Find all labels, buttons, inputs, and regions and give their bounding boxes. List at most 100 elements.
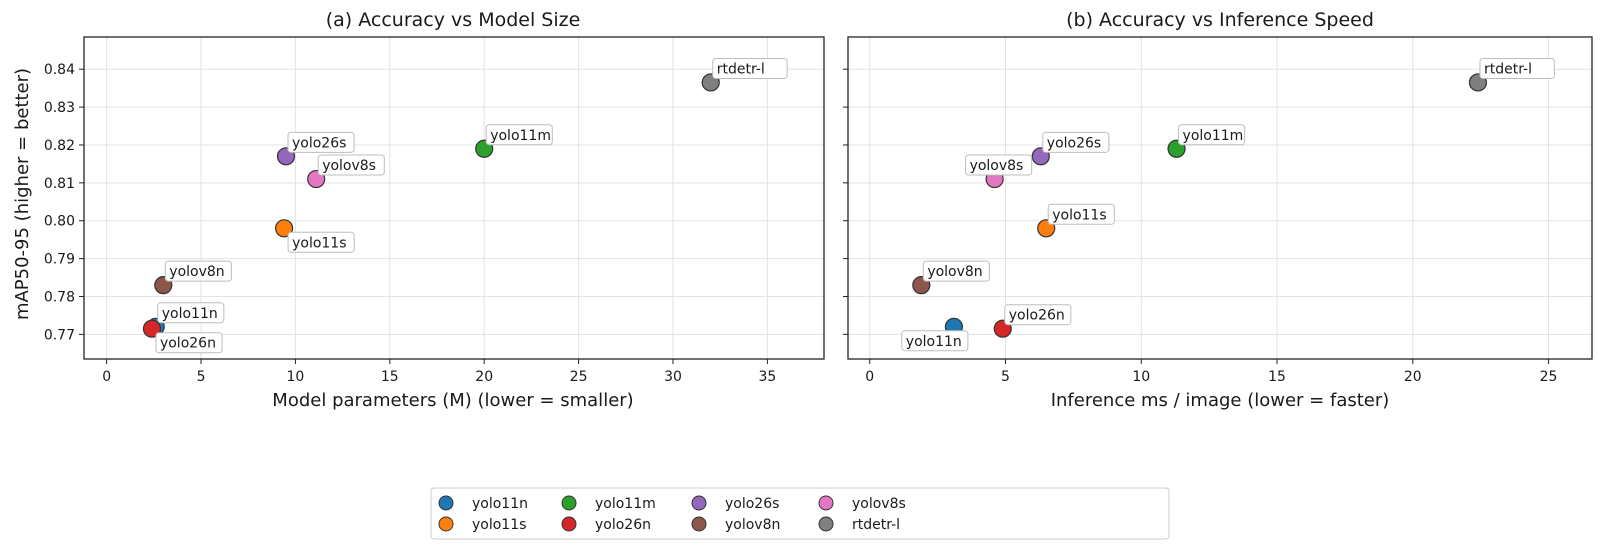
point-label-text: yolo11m bbox=[490, 128, 551, 144]
point-label-text: yolo11m bbox=[1183, 128, 1244, 144]
point-labels: yolo11n yolo11s yolo11m yolo26n yolo26s yolov… bbox=[901, 57, 1555, 352]
chart-title: (a) Accuracy vs Model Size bbox=[326, 9, 581, 31]
point-label-text: yolov8s bbox=[970, 158, 1024, 174]
legend: yolo11n yolo11s yolo11m yolo26n yolo26s yolov… bbox=[430, 487, 1170, 540]
x-tick-label: 0 bbox=[865, 369, 874, 385]
point-yolo26n bbox=[142, 319, 162, 338]
legend-label: yolo11s bbox=[472, 517, 526, 533]
point-label-box bbox=[164, 260, 232, 282]
point-label-yolo11s: yolo11s bbox=[287, 231, 355, 253]
y-tick-label: 0.84 bbox=[44, 62, 75, 78]
point-label-text: yolov8n bbox=[927, 264, 982, 280]
y-tick-label: 0.82 bbox=[44, 138, 75, 154]
chart-title: (b) Accuracy vs Inference Speed bbox=[1066, 9, 1374, 31]
x-tick-label: 20 bbox=[475, 369, 493, 385]
x-tick-label: 0 bbox=[102, 369, 111, 385]
point-label-box bbox=[901, 330, 969, 352]
point-label-yolov8n: yolov8n bbox=[164, 260, 232, 282]
data-points bbox=[912, 73, 1488, 338]
point-label-text: yolov8s bbox=[322, 158, 376, 174]
x-tick-label: 30 bbox=[664, 369, 682, 385]
point-label-box bbox=[1479, 57, 1555, 79]
panel-accuracy-vs-inference-speed: (b) Accuracy vs Inference Speed Inferenc… bbox=[843, 9, 1593, 411]
legend-entry-yolo26s: yolo26s bbox=[691, 495, 779, 512]
point-label-box bbox=[1178, 124, 1246, 146]
point-label-box bbox=[712, 57, 788, 79]
point-label-text: yolo11s bbox=[1052, 207, 1106, 223]
legend-entry-yolo26n: yolo26n bbox=[561, 516, 651, 533]
legend-label: yolo26n bbox=[595, 517, 651, 533]
legend-label: yolov8n bbox=[725, 517, 780, 533]
legend-marker bbox=[561, 495, 577, 511]
point-label-text: yolo26n bbox=[160, 336, 216, 352]
point-label-text: yolo11s bbox=[292, 235, 346, 251]
x-tick-label: 5 bbox=[1001, 369, 1010, 385]
y-tick-label: 0.77 bbox=[44, 327, 75, 343]
y-tick-label: 0.83 bbox=[44, 100, 75, 116]
point-label-text: yolo11n bbox=[162, 306, 218, 322]
point-label-yolov8s: yolov8s bbox=[965, 154, 1033, 176]
legend-marker bbox=[691, 516, 707, 532]
x-tick-label: 10 bbox=[287, 369, 305, 385]
point-label-text: yolo26s bbox=[1047, 135, 1101, 151]
point-label-yolov8s: yolov8s bbox=[317, 154, 385, 176]
point-label-yolo26n: yolo26n bbox=[155, 332, 223, 354]
point-label-yolo11s: yolo11s bbox=[1047, 203, 1115, 225]
point-label-yolo26s: yolo26s bbox=[1042, 131, 1110, 153]
y-tick-label: 0.81 bbox=[44, 176, 75, 192]
point-label-box bbox=[155, 332, 223, 354]
x-axis-label: Model parameters (M) (lower = smaller) bbox=[272, 390, 633, 411]
legend-frame bbox=[430, 487, 1170, 540]
y-tick-label: 0.80 bbox=[44, 214, 75, 230]
plot-frame bbox=[83, 36, 825, 360]
legend-label: yolov8s bbox=[852, 496, 906, 512]
point-yolo11s bbox=[275, 219, 294, 238]
panel-accuracy-vs-model-size: (a) Accuracy vs Model Size Model paramet… bbox=[12, 9, 825, 411]
plot-frame bbox=[847, 36, 1593, 360]
point-label-box bbox=[922, 260, 990, 282]
point-label-text: yolo26s bbox=[292, 135, 346, 151]
legend-entry-yolo11m: yolo11m bbox=[561, 495, 656, 512]
point-label-text: rtdetr-l bbox=[717, 61, 765, 77]
point-label-yolo26s: yolo26s bbox=[287, 131, 355, 153]
data-points bbox=[142, 73, 720, 338]
point-label-box bbox=[965, 154, 1033, 176]
y-axis-label: mAP50-95 (higher = better) bbox=[12, 68, 33, 320]
point-label-text: yolo11n bbox=[906, 334, 962, 350]
point-label-yolo11m: yolo11m bbox=[485, 124, 553, 146]
x-tick-label: 15 bbox=[1268, 369, 1286, 385]
point-label-box bbox=[1042, 131, 1110, 153]
point-labels: yolo11n yolo11s yolo11m yolo26n yolo26s yolov… bbox=[155, 57, 788, 354]
legend-marker bbox=[561, 516, 577, 532]
point-label-box bbox=[287, 231, 355, 253]
legend-entry-yolo11s: yolo11s bbox=[438, 516, 526, 533]
legend-marker bbox=[438, 495, 454, 511]
point-label-yolo11n: yolo11n bbox=[157, 302, 225, 324]
legend-label: yolo11m bbox=[595, 496, 656, 512]
legend-label: rtdetr-l bbox=[852, 517, 900, 533]
x-tick-label: 25 bbox=[570, 369, 588, 385]
point-label-text: rtdetr-l bbox=[1484, 61, 1532, 77]
point-label-box bbox=[1004, 304, 1072, 326]
point-label-box bbox=[317, 154, 385, 176]
legend-marker bbox=[438, 516, 454, 532]
grid bbox=[848, 37, 1592, 359]
point-label-yolo11m: yolo11m bbox=[1178, 124, 1246, 146]
legend-marker bbox=[691, 495, 707, 511]
legend-entry-yolov8s: yolov8s bbox=[818, 495, 906, 512]
legend-marker bbox=[818, 495, 834, 511]
axis-ticks: 0 5 10 15 20 25 30 35 0.77 0.78 0.79 0.80 0.81 0.82 0.… bbox=[44, 62, 776, 385]
point-label-box bbox=[157, 302, 225, 324]
legend-marker bbox=[818, 516, 834, 532]
legend-entry-yolov8n: yolov8n bbox=[691, 516, 780, 533]
legend-label: yolo11n bbox=[472, 496, 528, 512]
axis-ticks: 0 5 10 15 20 25 bbox=[843, 68, 1557, 385]
y-tick-label: 0.79 bbox=[44, 252, 75, 268]
x-tick-label: 15 bbox=[381, 369, 399, 385]
x-tick-label: 35 bbox=[758, 369, 776, 385]
x-axis-label: Inference ms / image (lower = faster) bbox=[1051, 390, 1390, 411]
point-label-box bbox=[485, 124, 553, 146]
legend-entry-yolo11n: yolo11n bbox=[438, 495, 528, 512]
point-label-rtdetr-l: rtdetr-l bbox=[1479, 57, 1555, 79]
